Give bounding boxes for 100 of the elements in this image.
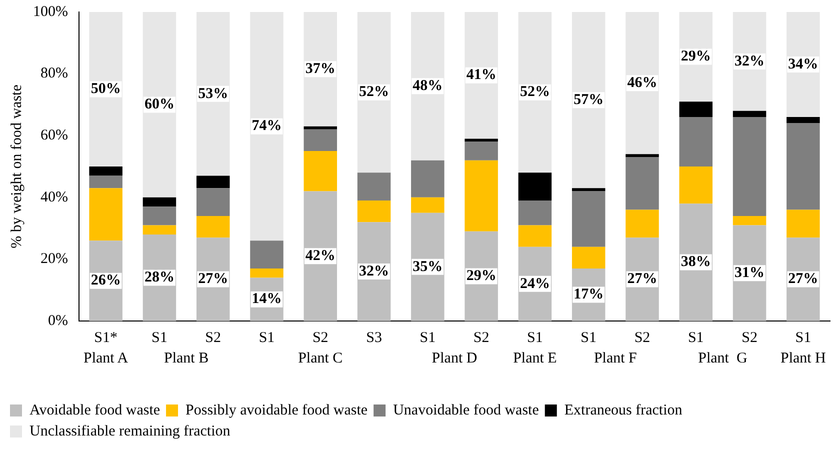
text: Plant A [84,350,128,366]
bar [196,12,230,176]
bar [357,172,391,200]
data-label: 42% [305,248,336,264]
bar [464,12,498,139]
y-tick-label: 80% [40,66,68,82]
bar [679,166,713,204]
data-label: 26% [90,272,121,289]
text: Plant D [432,350,478,366]
bar [196,188,230,216]
bar [572,246,606,268]
bar [196,176,230,188]
data-label: 37% [305,61,336,78]
bar [250,12,284,241]
data-label: 32% [734,53,765,70]
bar [679,117,713,166]
x-tick-label: S3 [366,330,382,346]
bar [304,126,338,130]
x-tick-label: S1* [94,330,118,346]
x-tick-label: S1 [688,330,704,346]
data-label: 35% [412,258,443,275]
bar [518,225,552,247]
bar [304,191,338,321]
bar [626,210,659,238]
legend-label: Possibly avoidable food waste [186,402,368,418]
bar [786,12,820,118]
bar [732,117,766,216]
bar [732,110,766,118]
data-label: 48% [412,78,443,94]
text: Plant C [298,350,343,366]
legend-label: Unclassifiable remaining fraction [30,423,231,440]
bar [518,172,552,200]
bar [411,12,444,160]
bar [357,200,391,222]
bar [89,176,122,188]
data-label: 46% [627,74,658,91]
data-label: 14% [252,291,282,308]
data-label: 27% [627,271,658,288]
bar [304,129,338,152]
legend-label: Avoidable food waste [30,402,160,418]
legend-label: Extraneous fraction [564,402,683,418]
bar [626,12,659,154]
data-label: 57% [574,92,604,108]
data-label: 50% [90,81,121,98]
bar [411,212,444,321]
y-tick-label: 20% [40,251,68,268]
data-label: 17% [574,286,604,303]
x-tick-label: S2 [742,330,758,346]
bar [142,12,176,198]
bar [89,12,122,166]
data-label: 29% [680,48,711,65]
bar [786,210,820,238]
bar [626,157,659,210]
x-tick-label: S2 [473,330,490,346]
bar [518,12,552,173]
bar [250,240,284,268]
bar [518,200,552,226]
y-tick-label: 0% [48,312,68,329]
bar [464,142,498,160]
bar [411,197,444,213]
bar [572,12,606,188]
bar [304,151,338,192]
legend-label: Unavoidable food waste [393,402,540,418]
text: Plant H [780,350,826,366]
x-tick-label: S2 [205,330,222,346]
text: Plant F [594,350,637,366]
bar [786,117,820,124]
bar [626,154,659,158]
data-label: 29% [466,268,496,284]
bar [464,160,498,232]
bar [786,123,820,210]
data-label: 41% [466,67,496,84]
x-tick-label: S2 [634,330,650,346]
data-label: 31% [734,264,765,281]
data-label: 27% [198,271,228,288]
bar [572,191,606,247]
bar [411,160,444,198]
text: Plant G [698,350,748,366]
data-label: 52% [520,84,550,100]
x-tick-label: S1 [152,330,168,346]
data-label: 74% [252,118,282,134]
bar [142,206,176,226]
y-tick-label: 100% [32,4,68,20]
bar [679,102,713,118]
data-label: 34% [788,56,818,72]
x-tick-label: S1 [795,330,812,346]
bar [89,166,122,176]
data-label: 28% [144,270,174,286]
data-label: 32% [359,263,390,280]
x-tick-label: S1 [580,330,597,346]
y-tick-label: 60% [40,128,68,144]
bar [89,188,122,241]
bar [357,12,391,173]
bar [572,188,606,192]
y-axis-title: % by weight on food waste [8,84,25,248]
x-tick-label: S1 [527,330,543,346]
y-tick-label: 40% [40,189,68,206]
bar [196,216,230,238]
bar [464,138,498,142]
data-label: 27% [788,271,818,288]
